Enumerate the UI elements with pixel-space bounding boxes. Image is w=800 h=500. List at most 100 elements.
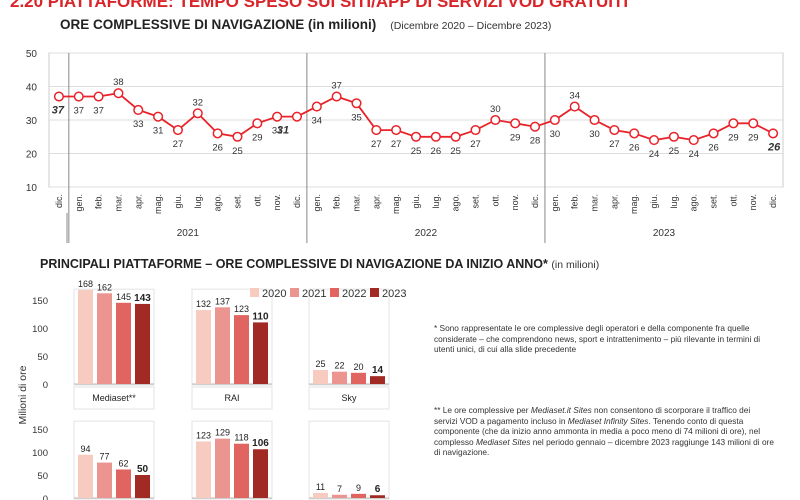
bar (332, 494, 347, 498)
data-point (688, 135, 699, 146)
year-label: 2023 (653, 228, 676, 239)
bar (253, 322, 268, 384)
note-2-post: nel periodo gennaio – dicembre 2023 ragg… (434, 436, 774, 458)
bar-y-axis-title: Milioni di ore (17, 365, 29, 424)
bar-y-tick-label: 0 (43, 380, 48, 391)
bar (351, 493, 366, 498)
y-tick-label: 40 (26, 83, 38, 94)
bar-data-label: 94 (80, 444, 90, 454)
legend-swatch (250, 288, 259, 297)
y-tick-label: 10 (26, 183, 38, 194)
x-tick-label: dic. (530, 194, 540, 208)
data-point (252, 118, 263, 129)
data-point (331, 91, 342, 102)
note-2-em2: Mediaset Infinity Sites (567, 415, 649, 426)
x-tick-label: mag. (629, 194, 639, 214)
x-tick-label: mag. (153, 194, 163, 214)
data-label: 34 (312, 116, 323, 127)
legend-swatch (290, 288, 299, 297)
bar-y-tick-label: 150 (32, 296, 48, 307)
bar (135, 475, 150, 498)
bar (313, 492, 328, 498)
x-tick-label: nov. (510, 194, 520, 210)
x-tick-label: lug. (431, 194, 441, 209)
bar (215, 438, 230, 498)
data-point (153, 111, 164, 122)
x-tick-label: dic. (292, 194, 302, 208)
data-point (748, 118, 759, 129)
data-point (490, 114, 501, 126)
line-chart-title: ORE COMPLESSIVE DI NAVIGAZIONE (in milio… (60, 17, 551, 32)
bar-data-label: 25 (315, 359, 325, 369)
bar (351, 372, 366, 384)
bar (313, 370, 328, 384)
data-point (371, 125, 382, 136)
year-label: 2021 (177, 228, 200, 239)
bar-data-label: 14 (372, 365, 384, 376)
bar-data-label: 62 (118, 458, 128, 468)
data-label: 25 (232, 146, 243, 157)
note-2-mid1: non consentono di scorporare il traffico… (434, 405, 751, 426)
x-tick-label: dic. (54, 194, 64, 208)
bar-data-label: 9 (356, 483, 361, 493)
data-point (113, 88, 124, 99)
bar (332, 371, 347, 384)
data-point (232, 131, 243, 142)
x-tick-label: ott. (728, 194, 738, 207)
data-label: 26 (431, 146, 442, 157)
x-tick-label: feb. (332, 194, 342, 209)
data-point (212, 128, 223, 139)
bar-y-tick-label: 0 (43, 494, 48, 500)
data-label: 26 (767, 141, 781, 153)
bar (196, 310, 211, 384)
x-tick-label: lug. (193, 194, 203, 209)
data-point (291, 111, 303, 122)
data-point (93, 91, 104, 102)
x-tick-label: nov. (272, 194, 282, 210)
data-label: 37 (93, 106, 104, 117)
data-label: 29 (748, 132, 759, 143)
data-point (430, 131, 441, 142)
line-chart-title-text: ORE COMPLESSIVE DI NAVIGAZIONE (in milio… (60, 17, 377, 32)
bar-y-tick-label: 50 (37, 352, 48, 363)
data-point (133, 104, 144, 115)
data-label: 31 (277, 125, 289, 137)
x-tick-label: set. (232, 194, 242, 209)
data-point (768, 128, 779, 139)
x-tick-label: gen. (74, 194, 84, 212)
data-point (172, 125, 183, 136)
x-tick-label: mar. (113, 194, 123, 212)
data-label: 27 (371, 139, 382, 150)
x-tick-label: set. (471, 194, 481, 209)
bar-chart-title-text: PRINCIPALI PIATTAFORME – ORE COMPLESSIVE… (40, 257, 548, 271)
data-point (311, 101, 322, 112)
x-tick-label: nov. (748, 194, 758, 210)
data-label: 26 (212, 142, 223, 153)
bar (234, 443, 249, 498)
y-tick-label: 30 (26, 116, 38, 127)
data-label: 29 (728, 132, 739, 143)
year-label: 2022 (415, 228, 438, 239)
bar-data-label: 77 (99, 452, 109, 462)
bar-data-label: 11 (316, 482, 325, 492)
legend-label: 2020 (262, 288, 286, 300)
bar-group-frame (191, 288, 273, 386)
bar-y-tick-label: 100 (32, 448, 48, 459)
data-label: 38 (113, 77, 124, 88)
note-2-pre: ** Le ore complessive per (434, 405, 531, 415)
bar-y-tick-label: 100 (32, 324, 48, 335)
x-tick-label: dic. (768, 194, 778, 208)
data-label: 33 (133, 119, 144, 130)
x-tick-label: gen. (550, 194, 560, 212)
data-point (629, 128, 640, 139)
data-point (728, 118, 739, 129)
data-point (708, 128, 719, 139)
category-box (73, 386, 155, 410)
bar-y-tick-label: 50 (37, 471, 48, 482)
legend-swatch (330, 288, 339, 297)
bar-data-label: 20 (353, 362, 363, 372)
data-label: 30 (490, 104, 501, 115)
data-point (470, 125, 481, 136)
x-tick-label: ago. (689, 194, 699, 212)
